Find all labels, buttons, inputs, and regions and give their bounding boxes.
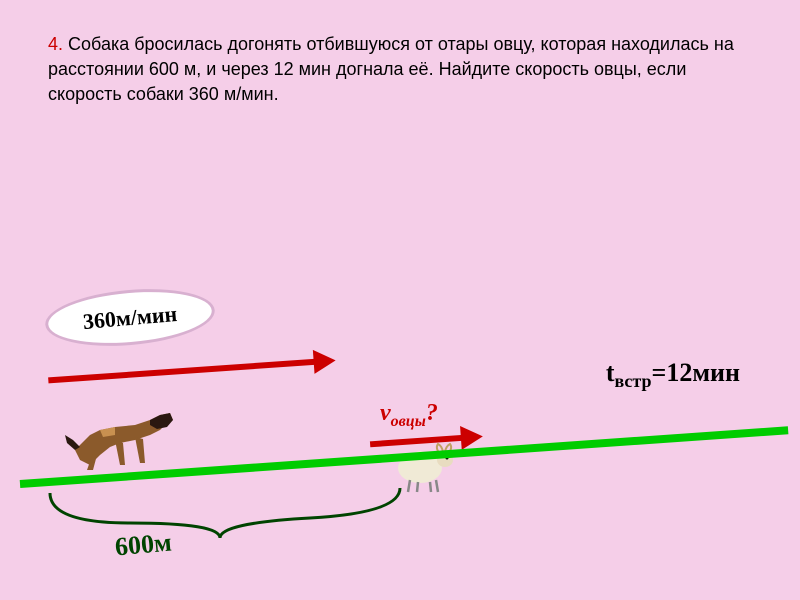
distance-label: 600м [114, 528, 173, 563]
dog-arrow [48, 359, 318, 384]
velocity-question: vовцы? [380, 400, 438, 431]
problem-number: 4. [48, 34, 63, 54]
problem-body: Собака бросилась догонять отбившуюся от … [48, 34, 734, 104]
time-label: tвстр=12мин [606, 358, 740, 392]
sheep-icon [390, 440, 460, 495]
distance-bracket [40, 488, 420, 548]
dog-speed-value: 360м/мин [82, 300, 178, 334]
dog-icon [65, 395, 185, 475]
dog-speed-badge: 360м/мин [43, 283, 217, 353]
problem-statement: 4. Собака бросилась догонять отбившуюся … [48, 32, 752, 108]
